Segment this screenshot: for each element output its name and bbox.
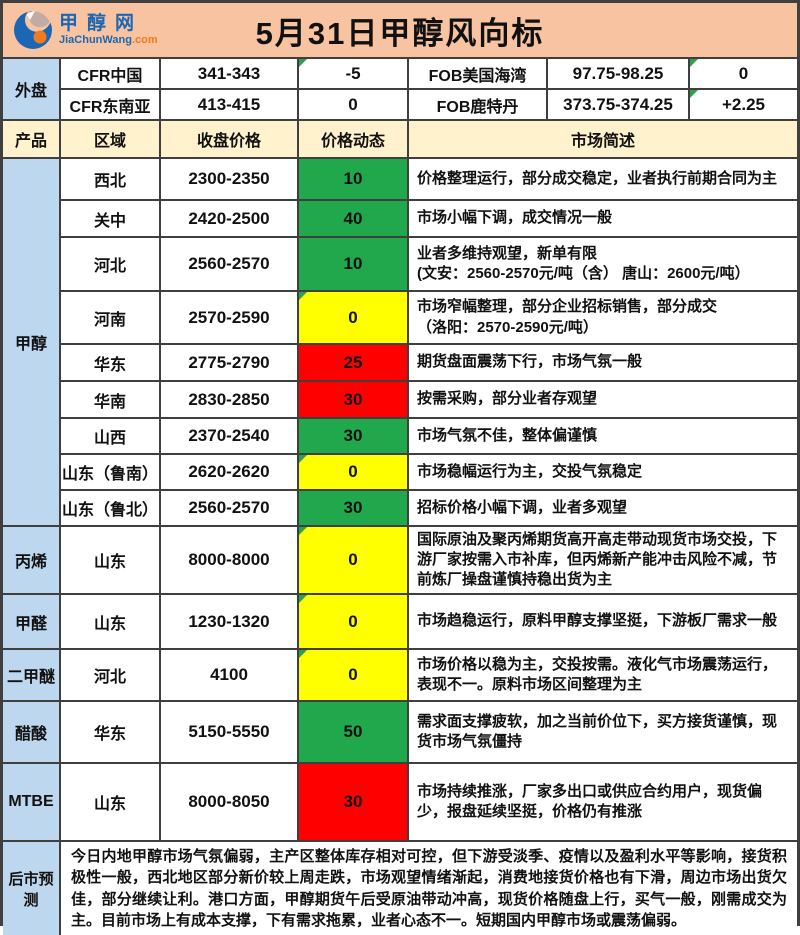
price-cell: 2370-2540 [161,419,297,453]
dynamic-cell: 10 [299,159,407,199]
product-cell-methanol: 甲醇 [3,159,59,525]
region-cell: 华东 [61,345,159,380]
product-cell-dme: 二甲醚 [3,650,59,700]
col-header-region: 区域 [61,121,159,157]
summary-cell: 按需采购，部分业者存观望 [409,382,797,417]
external-price-cell: 413-415 [161,90,297,119]
jiachunwang-logo[interactable]: 甲醇网 JiaChunWang.com [3,10,158,50]
region-cell: 山东 [61,764,159,840]
external-price-cell: 373.75-374.25 [548,90,688,119]
region-cell: 山东 [61,527,159,593]
region-cell: 山西 [61,419,159,453]
summary-cell: 市场稳幅运行为主，交投气氛稳定 [409,455,797,489]
product-cell-acetic-acid: 醋酸 [3,702,59,762]
summary-cell: 市场趋稳运行，原料甲醇支撑坚挺，下游板厂需求一般 [409,595,797,648]
external-change-cell: -5 [299,59,407,88]
external-price-cell: 341-343 [161,59,297,88]
region-cell: 华东 [61,702,159,762]
summary-cell: 招标价格小幅下调，业者多观望 [409,491,797,525]
region-cell: 山东（鲁南） [61,455,159,489]
summary-cell: 市场小幅下调，成交情况一般 [409,201,797,236]
price-cell: 2570-2590 [161,292,297,343]
summary-cell: 价格整理运行，部分成交稳定，业者执行前期合同为主 [409,159,797,199]
logo-text-block: 甲醇网 JiaChunWang.com [59,14,158,46]
external-change-cell: 0 [690,59,797,88]
price-table: 产品 区域 收盘价格 价格动态 市场简述 甲醇 西北 2300-2350 10 … [3,121,797,840]
region-cell: 华南 [61,382,159,417]
external-change-cell: +2.25 [690,90,797,119]
dynamic-cell: 0 [299,650,407,700]
price-cell: 8000-8050 [161,764,297,840]
jiachunwang-logo-icon [14,11,52,49]
price-cell: 2560-2570 [161,491,297,525]
price-cell: 2620-2620 [161,455,297,489]
external-name-cell: CFR中国 [61,59,159,88]
external-name-cell: FOB美国海湾 [409,59,546,88]
dynamic-cell: 30 [299,419,407,453]
dynamic-cell: 10 [299,238,407,290]
price-cell: 5150-5550 [161,702,297,762]
logo-domain-text: JiaChunWang.com [59,34,158,46]
price-cell: 2420-2500 [161,201,297,236]
region-cell: 关中 [61,201,159,236]
page-title: 5月31日甲醇风向标 [255,15,545,51]
dynamic-cell: 40 [299,201,407,236]
dynamic-cell: 0 [299,292,407,343]
col-header-dynamic: 价格动态 [299,121,407,157]
external-label: 外盘 [3,59,59,119]
dynamic-cell: 0 [299,527,407,593]
summary-cell: 需求面支撑疲软，加之当前价位下，买方接货谨慎，现货市场气氛僵持 [409,702,797,762]
external-name-cell: CFR东南亚 [61,90,159,119]
external-change-cell: 0 [299,90,407,119]
price-cell: 8000-8000 [161,527,297,593]
summary-cell: 市场窄幅整理，部分企业招标销售，部分成交 （洛阳：2570-2590元/吨） [409,292,797,343]
region-cell: 西北 [61,159,159,199]
forecast-label: 后市预测 [3,842,59,935]
dynamic-cell: 25 [299,345,407,380]
dynamic-cell: 50 [299,702,407,762]
summary-cell: 业者多维持观望，新单有限 (文安：2560-2570元/吨（含） 唐山：2600元… [409,238,797,290]
dynamic-cell: 30 [299,764,407,840]
summary-cell: 期货盘面震荡下行，市场气氛一般 [409,345,797,380]
summary-cell: 国际原油及聚丙烯期货高开高走带动现货市场交投，下游厂家按需入市补库，但丙烯新产能… [409,527,797,593]
dynamic-cell: 0 [299,595,407,648]
region-cell: 河北 [61,650,159,700]
dynamic-cell: 30 [299,491,407,525]
summary-cell: 市场持续推涨，厂家多出口或供应合约用户，现货偏少，报盘延续坚挺，价格仍有推涨 [409,764,797,840]
product-cell-mtbe: MTBE [3,764,59,840]
region-cell: 山东 [61,595,159,648]
external-market-section: 外盘 CFR中国 341-343 -5 FOB美国海湾 97.75-98.25 … [3,59,797,119]
price-cell: 4100 [161,650,297,700]
logo-cn-text: 甲醇网 [59,13,144,34]
dynamic-cell: 30 [299,382,407,417]
col-header-summary: 市场简述 [409,121,797,157]
price-cell: 2300-2350 [161,159,297,199]
summary-cell: 市场气氛不佳，整体偏谨慎 [409,419,797,453]
region-cell: 山东（鲁北） [61,491,159,525]
product-cell-formaldehyde: 甲醛 [3,595,59,648]
title-bar: 5月31日甲醇风向标 甲醇网 JiaChunWang.com [3,3,797,57]
col-header-product: 产品 [3,121,59,157]
forecast-section: 后市预测 今日内地甲醇市场气氛偏弱，主产区整体库存相对可控，但下游受淡季、疫情以… [3,842,797,935]
col-header-price: 收盘价格 [161,121,297,157]
region-cell: 河北 [61,238,159,290]
product-cell-propylene: 丙烯 [3,527,59,593]
forecast-text: 今日内地甲醇市场气氛偏弱，主产区整体库存相对可控，但下游受淡季、疫情以及盈利水平… [61,842,797,935]
region-cell: 河南 [61,292,159,343]
dynamic-cell: 0 [299,455,407,489]
external-price-cell: 97.75-98.25 [548,59,688,88]
price-cell: 2775-2790 [161,345,297,380]
price-cell: 2830-2850 [161,382,297,417]
summary-cell: 市场价格以稳为主，交投按需。液化气市场震荡运行，表现不一。原料市场区间整理为主 [409,650,797,700]
price-cell: 1230-1320 [161,595,297,648]
price-cell: 2560-2570 [161,238,297,290]
external-name-cell: FOB鹿特丹 [409,90,546,119]
